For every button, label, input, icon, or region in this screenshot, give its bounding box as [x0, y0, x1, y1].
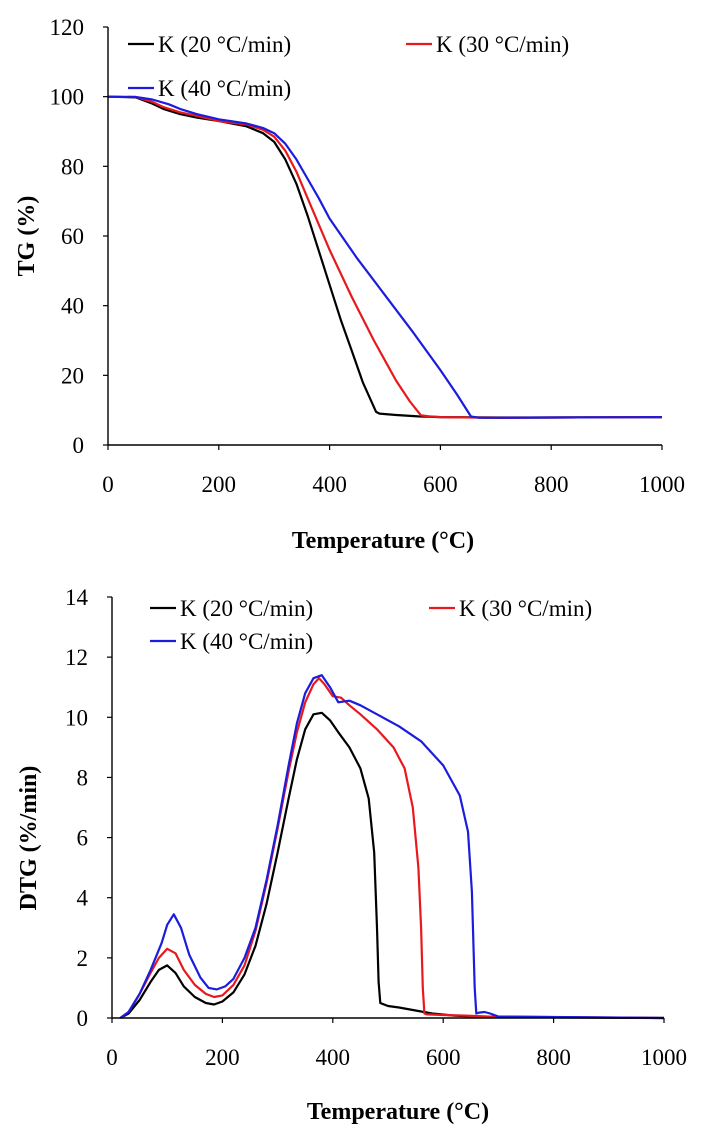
dtg-y-tick-label: 6 [77, 826, 89, 851]
tg-x-tick-label: 400 [312, 472, 347, 497]
dtg-y-tick-label: 4 [77, 886, 89, 911]
dtg-axes [107, 596, 665, 1023]
tg-chart: 0 200 400 600 800 1000 0 20 40 60 80 100 120 Tempera… [14, 15, 685, 554]
tg-axes [103, 26, 663, 450]
dtg-legend-label-k20: K (20 °C/min) [180, 596, 313, 621]
dtg-legend-label-k30: K (30 °C/min) [459, 596, 592, 621]
dtg-chart: 0 200 400 600 800 1000 0 2 4 6 8 10 12 14 Temperature… [16, 585, 687, 1125]
tg-y-tick-label: 100 [50, 85, 85, 110]
tg-series-k20 [107, 95, 663, 419]
dtg-series-k20 [119, 711, 665, 1020]
dtg-tick-labels: 0 200 400 600 800 1000 0 2 4 6 8 10 12 14 [65, 585, 687, 1070]
dtg-y-tick-label: 10 [65, 705, 88, 730]
dtg-y-tick-label: 0 [77, 1006, 89, 1031]
dtg-series-layer [119, 674, 665, 1020]
tg-x-tick-label: 800 [534, 472, 569, 497]
tg-series-k30 [107, 95, 663, 419]
dtg-x-axis-title: Temperature (°C) [307, 1099, 489, 1125]
dtg-x-tick-label: 1000 [641, 1045, 687, 1070]
tg-series-k40 [107, 95, 663, 419]
tg-legend: K (20 °C/min) K (30 °C/min) K (40 °C/min… [128, 32, 569, 101]
tg-y-axis-title: TG (%) [14, 196, 40, 277]
dtg-y-axis-title: DTG (%/min) [16, 766, 42, 911]
tg-y-tick-label: 60 [61, 224, 84, 249]
dtg-y-tick-label: 2 [77, 946, 89, 971]
tg-x-tick-label: 0 [102, 472, 114, 497]
dtg-y-tick-label: 8 [77, 765, 89, 790]
tg-y-tick-label: 0 [73, 433, 85, 458]
tg-x-tick-label: 1000 [639, 472, 685, 497]
dtg-y-tick-label: 14 [65, 585, 89, 610]
tg-tick-labels: 0 200 400 600 800 1000 0 20 40 60 80 100 120 [50, 15, 686, 497]
dtg-x-tick-label: 200 [205, 1045, 240, 1070]
dtg-legend-label-k40: K (40 °C/min) [180, 629, 313, 654]
tg-y-tick-label: 20 [61, 363, 84, 388]
dtg-series-k40 [119, 674, 665, 1020]
tg-x-tick-label: 600 [423, 472, 458, 497]
tg-legend-label-k20: K (20 °C/min) [158, 32, 291, 57]
dtg-legend: K (20 °C/min) K (30 °C/min) K (40 °C/min… [150, 596, 592, 654]
dtg-x-tick-label: 400 [316, 1045, 351, 1070]
tg-y-tick-label: 80 [61, 154, 84, 179]
dtg-series-k30 [119, 677, 665, 1020]
tg-x-axis-title: Temperature (°C) [292, 528, 474, 554]
tg-y-tick-label: 40 [61, 294, 84, 319]
dtg-x-tick-label: 0 [106, 1045, 118, 1070]
tg-legend-label-k40: K (40 °C/min) [158, 76, 291, 101]
dtg-x-tick-label: 600 [426, 1045, 461, 1070]
dtg-x-tick-label: 800 [536, 1045, 571, 1070]
tg-y-tick-label: 120 [50, 15, 85, 40]
dtg-y-tick-label: 12 [65, 645, 88, 670]
tg-legend-label-k30: K (30 °C/min) [436, 32, 569, 57]
tg-x-tick-label: 200 [202, 472, 237, 497]
tg-series-layer [107, 95, 663, 419]
